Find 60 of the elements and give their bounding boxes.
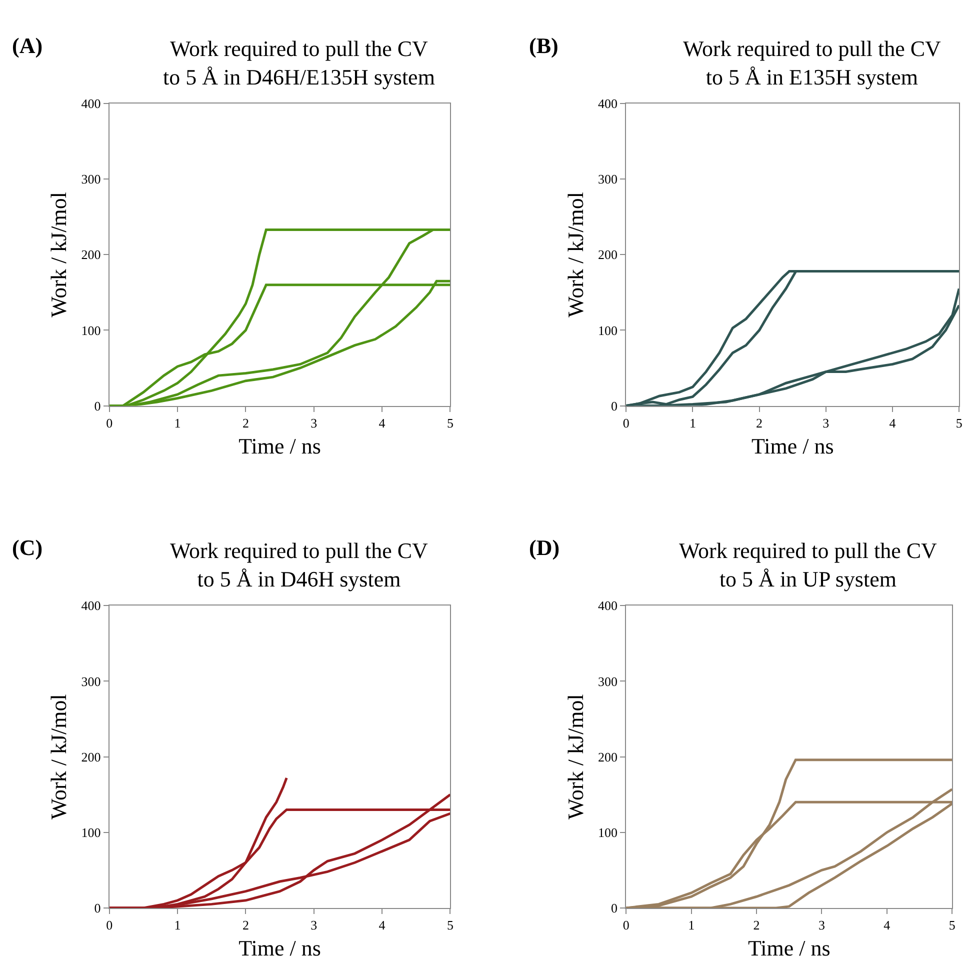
x-tick-label: 2 <box>756 415 763 430</box>
x-tick-label: 1 <box>689 415 696 430</box>
x-axis-title: Time / ns <box>238 935 321 960</box>
y-tick-label: 100 <box>81 824 101 840</box>
y-tick-label: 400 <box>598 598 618 614</box>
y-axis-title: Work / kJ/mol <box>562 192 588 318</box>
x-tick-label: 0 <box>622 918 630 933</box>
x-tick-label: 2 <box>242 415 249 430</box>
x-tick-label: 3 <box>310 415 318 430</box>
y-axis-title: Work / kJ/mol <box>46 192 72 318</box>
y-tick-label: 200 <box>81 749 101 764</box>
text: (C) <box>12 535 43 560</box>
x-axis-title: Time / ns <box>238 433 321 458</box>
chart-title: Work required to pull the CV to 5 Å in D46H system <box>170 538 428 592</box>
y-tick-label: 200 <box>598 247 618 262</box>
y-tick-label: 400 <box>81 598 101 614</box>
y-tick-label: 0 <box>611 900 618 916</box>
y-tick-label: 100 <box>598 322 618 338</box>
y-axis-title: Work / kJ/mol <box>562 694 588 820</box>
text: (D) <box>529 535 560 560</box>
x-tick-label: 1 <box>688 918 695 933</box>
x-tick-label: 2 <box>753 918 760 933</box>
x-tick-label: 1 <box>174 415 181 430</box>
y-tick-label: 200 <box>81 247 101 262</box>
x-tick-label: 5 <box>446 415 454 430</box>
x-tick-label: 4 <box>889 415 896 430</box>
x-tick-label: 4 <box>378 918 386 933</box>
y-tick-label: 400 <box>598 96 618 112</box>
y-tick-label: 400 <box>81 96 101 112</box>
y-tick-label: 300 <box>81 674 101 689</box>
y-tick-label: 0 <box>94 900 101 916</box>
x-tick-label: 0 <box>622 415 630 430</box>
y-tick-label: 100 <box>598 824 618 840</box>
x-tick-label: 5 <box>948 918 956 933</box>
x-tick-label: 4 <box>884 918 891 933</box>
y-tick-label: 0 <box>94 398 101 414</box>
chart-title: Work required to pull the CV to 5 Å in E135H system <box>683 36 942 90</box>
x-tick-label: 0 <box>106 415 113 430</box>
x-axis-title: Time / ns <box>748 935 830 960</box>
x-tick-label: 2 <box>242 918 249 933</box>
x-tick-label: 0 <box>106 918 113 933</box>
y-tick-label: 300 <box>598 172 618 187</box>
text: (B) <box>529 33 558 58</box>
x-tick-label: 3 <box>818 918 825 933</box>
x-axis-title: Time / ns <box>751 433 834 458</box>
x-tick-label: 3 <box>822 415 830 430</box>
chart-title: Work required to pull the CV to 5 Å in UP system <box>679 538 938 592</box>
chart-title: Work required to pull the CV to 5 Å in D46H/E135H system <box>163 36 435 90</box>
x-tick-label: 3 <box>310 918 318 933</box>
y-tick-label: 300 <box>598 674 618 689</box>
x-tick-label: 4 <box>378 415 386 430</box>
x-tick-label: 5 <box>956 415 962 430</box>
y-axis-title: Work / kJ/mol <box>46 694 72 820</box>
y-tick-label: 300 <box>81 172 101 187</box>
text: (A) <box>12 33 43 58</box>
y-tick-label: 0 <box>611 398 618 414</box>
x-tick-label: 5 <box>446 918 454 933</box>
y-tick-label: 100 <box>81 322 101 338</box>
y-tick-label: 200 <box>598 749 618 764</box>
x-tick-label: 1 <box>174 918 181 933</box>
